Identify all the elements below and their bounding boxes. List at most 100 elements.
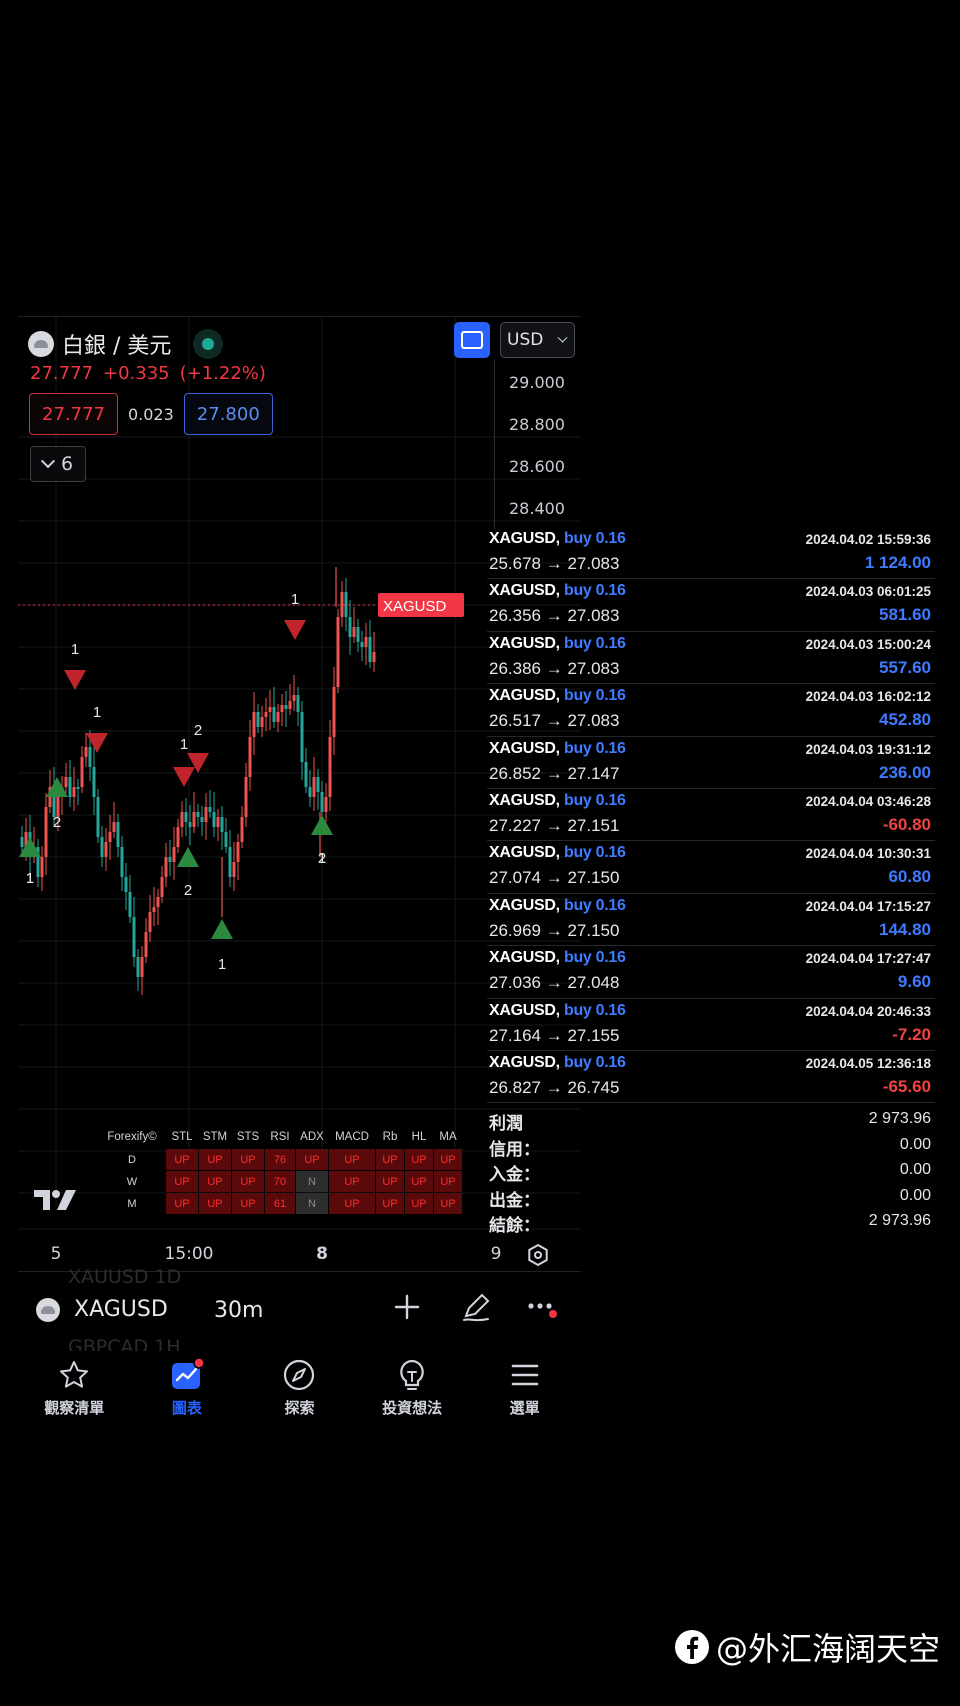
sell-button[interactable]: 27.777: [29, 393, 118, 435]
chart-icon: [171, 1358, 204, 1389]
interval-selector[interactable]: 30m: [214, 1298, 264, 1323]
candle-body: [52, 787, 56, 817]
summary-value: 2 973.96: [868, 1212, 931, 1229]
summary-label: 結餘：: [489, 1216, 540, 1236]
candle-body: [188, 822, 192, 827]
price-axis[interactable]: 29.000 28.800 28.600 28.400: [494, 359, 582, 529]
indicator-cell: UP: [376, 1171, 404, 1192]
candle-body: [56, 797, 60, 817]
candle-body: [200, 817, 204, 822]
indicator-column: STM: [202, 1131, 228, 1143]
candle-body: [288, 701, 292, 709]
summary-row: 出金： 0.00: [487, 1185, 935, 1211]
candle-body: [116, 822, 120, 847]
trade-row[interactable]: XAGUSD, buy 0.16 2024.04.05 12:36:18 26.82…: [487, 1051, 935, 1104]
trade-row[interactable]: XAGUSD, buy 0.16 2024.04.04 03:46:28 27.22…: [487, 789, 935, 842]
nav-chart[interactable]: 圖表: [131, 1351, 244, 1427]
indicator-cell: UP: [329, 1171, 375, 1192]
indicator-column: Rb: [382, 1131, 398, 1143]
candle-body: [348, 617, 352, 637]
account-summary: 利潤 2 973.96 信用： 0.00 入金： 0.00 出金： 0.00 結餘： 2 …: [487, 1108, 935, 1236]
trade-time: 2024.04.04 20:46:33: [805, 1003, 931, 1019]
price-label-bg: [378, 593, 464, 617]
sell-signal: [187, 753, 209, 773]
candle-body: [296, 695, 300, 712]
candle-body: [84, 747, 88, 757]
candle-body: [88, 747, 92, 767]
nav-menu[interactable]: 選單: [468, 1351, 581, 1427]
indicator-cell: UP: [166, 1149, 198, 1170]
indicator-cell: UP: [166, 1171, 198, 1192]
price-tick: 29.000: [509, 373, 565, 392]
trade-prices: 25.678 → 27.083: [489, 554, 620, 573]
chart-settings-icon[interactable]: [526, 1243, 550, 1267]
trade-row[interactable]: XAGUSD, buy 0.16 2024.04.02 15:59:36 25.67…: [487, 527, 935, 580]
nav-watchlist[interactable]: 觀察清單: [18, 1351, 131, 1427]
fullscreen-button[interactable]: [454, 322, 490, 358]
candle-body: [160, 877, 164, 897]
indicator-cell: N: [296, 1171, 328, 1192]
trade-side: buy 0.16: [563, 739, 626, 757]
indicator-timeframe: D: [128, 1153, 136, 1166]
trade-side: buy 0.16: [563, 1053, 626, 1071]
trade-row[interactable]: XAGUSD, buy 0.16 2024.04.04 10:30:31 27.07…: [487, 841, 935, 894]
buy-signal: [177, 847, 199, 867]
candle-body: [328, 737, 332, 797]
candle-body: [256, 712, 260, 727]
trade-symbol: XAGUSD, buy 0.16: [489, 530, 626, 548]
summary-row: 信用： 0.00: [487, 1134, 935, 1160]
nav-explore[interactable]: 探索: [243, 1351, 356, 1427]
candle-body: [356, 627, 360, 642]
add-icon[interactable]: [392, 1292, 422, 1322]
nav-ideas[interactable]: 投資想法: [356, 1351, 469, 1427]
trade-symbol-name: XAGUSD,: [489, 687, 560, 705]
candle-body: [232, 862, 236, 877]
candle-body: [332, 687, 336, 737]
price-tick: 28.800: [509, 415, 565, 434]
trade-symbol-name: XAGUSD,: [489, 896, 560, 914]
candle-body: [176, 827, 180, 847]
candle-body: [132, 917, 136, 957]
symbol-header[interactable]: 白銀 / 美元: [28, 327, 224, 361]
indicator-cell: UP: [329, 1193, 375, 1214]
star-icon: [60, 1361, 89, 1388]
signal-label: 2: [318, 850, 326, 867]
trade-row[interactable]: XAGUSD, buy 0.16 2024.04.03 15:00:24 26.38…: [487, 632, 935, 685]
trade-profit: 557.60: [879, 657, 931, 677]
trade-symbol: XAGUSD, buy 0.16: [489, 687, 626, 705]
chart-area[interactable]: XAGUSD 1 1 1 2 1 2 2 1 1 2 1 1 5 15:00 8 9 白銀 / 美元 27.77…: [18, 316, 581, 1271]
trade-row[interactable]: XAGUSD, buy 0.16 2024.04.04 17:15:27 26.96…: [487, 894, 935, 947]
currency-value: USD: [507, 330, 544, 350]
price-tick: 28.400: [509, 499, 565, 518]
candle-body: [24, 832, 28, 847]
chart-app: XAGUSD 1 1 1 2 1 2 2 1 1 2 1 1 5 15:00 8 9 白銀 / 美元 27.77…: [18, 316, 581, 1427]
trade-row[interactable]: XAGUSD, buy 0.16 2024.04.04 17:27:47 27.03…: [487, 946, 935, 999]
trade-row[interactable]: XAGUSD, buy 0.16 2024.04.03 19:31:12 26.85…: [487, 737, 935, 789]
trade-row[interactable]: XAGUSD, buy 0.16 2024.04.03 06:01:25 26.35…: [487, 579, 935, 632]
trade-time: 2024.04.05 12:36:18: [805, 1055, 931, 1071]
trade-profit: 1 124.00: [864, 553, 931, 572]
nav-label: 選單: [509, 1399, 540, 1417]
candle-body: [140, 957, 144, 977]
indicator-brand: Forexify©: [107, 1131, 157, 1143]
indicator-cell: UP: [434, 1193, 462, 1214]
more-icon[interactable]: [526, 1292, 558, 1324]
summary-row: 結餘： 2 973.96: [487, 1210, 935, 1236]
indicators-toggle-button[interactable]: 6: [30, 446, 86, 482]
indicator-cell: UP: [405, 1193, 433, 1214]
drawing-tools-icon[interactable]: [460, 1292, 492, 1324]
signal-label: 1: [71, 641, 79, 658]
indicator-cell: UP: [232, 1193, 264, 1214]
buy-button[interactable]: 27.800: [183, 393, 273, 435]
indicator-cell: UP: [296, 1149, 328, 1170]
trade-row[interactable]: XAGUSD, buy 0.16 2024.04.03 16:02:12 26.51…: [487, 684, 935, 737]
currency-select[interactable]: USD: [500, 322, 575, 358]
sell-signal: [86, 733, 108, 753]
symbol-selector[interactable]: XAGUSD: [36, 1297, 168, 1322]
summary-row: 入金： 0.00: [487, 1159, 935, 1185]
indicator-cell: UP: [199, 1193, 231, 1214]
trade-row[interactable]: XAGUSD, buy 0.16 2024.04.04 20:46:33 27.16…: [487, 999, 935, 1051]
candle-body: [208, 807, 212, 812]
signal-label: 2: [53, 814, 61, 831]
